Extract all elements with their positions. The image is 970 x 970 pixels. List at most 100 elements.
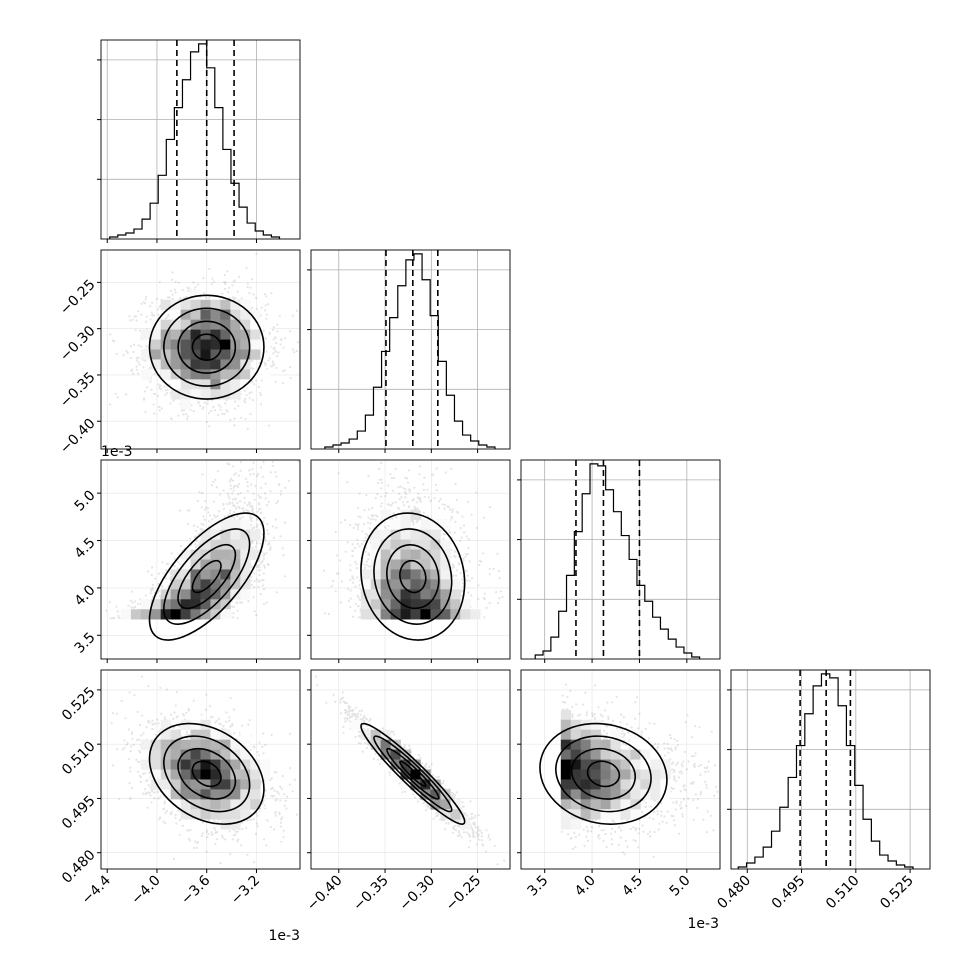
density-cell	[380, 509, 391, 520]
panel-frame	[310, 459, 511, 660]
density-cell	[440, 579, 451, 590]
density-cell	[190, 579, 201, 590]
density-cell	[230, 769, 241, 780]
density-cell	[220, 799, 231, 810]
density-cell	[190, 729, 201, 740]
density-cell	[170, 299, 181, 310]
density-cell	[210, 749, 221, 760]
offset-text-p2: 1e-3	[688, 916, 719, 932]
density-cell	[580, 779, 591, 790]
contour-level-3	[539, 722, 668, 825]
density-cell	[380, 589, 391, 600]
density-cell	[390, 539, 401, 550]
density-cell	[590, 739, 601, 750]
density-cell	[170, 339, 181, 350]
density-cell	[220, 599, 231, 610]
density-cell	[180, 389, 191, 400]
density-cell	[260, 369, 271, 380]
density-cell	[650, 749, 661, 760]
density-cell	[380, 759, 391, 770]
density-cell	[220, 339, 231, 350]
hist-panel-p3	[727, 669, 931, 873]
density-cell	[450, 599, 461, 610]
density-cell	[210, 299, 221, 310]
density-cell	[240, 769, 251, 780]
contour-level-0	[191, 559, 222, 594]
density-cell	[250, 319, 261, 330]
y-tick-label-p3: 0.495	[59, 793, 99, 833]
density-cell	[560, 759, 572, 770]
density-cell	[640, 759, 651, 770]
density-cell	[590, 759, 601, 770]
density-cell	[660, 779, 671, 790]
density-cell	[400, 579, 411, 590]
density-cell	[190, 769, 201, 780]
density-cell	[380, 559, 391, 570]
density-cell	[140, 609, 152, 620]
density-cell	[430, 549, 441, 560]
density-cell	[170, 319, 181, 330]
density-cell	[420, 529, 431, 540]
density-cell	[220, 369, 231, 380]
density-cell	[200, 319, 211, 330]
density-cell	[220, 359, 231, 370]
density-cell	[170, 739, 181, 750]
density-cell	[610, 799, 621, 810]
density-cell	[220, 809, 231, 820]
density-cell	[220, 529, 231, 540]
density-cell	[580, 759, 591, 770]
panel-frame	[730, 669, 931, 870]
density-cell	[210, 359, 221, 370]
contour-level-2	[163, 307, 251, 387]
density-cell	[420, 789, 431, 800]
density-cell	[210, 809, 221, 820]
density-cell	[440, 599, 451, 610]
density-cell	[430, 599, 441, 610]
density-cell	[200, 799, 211, 810]
density-cell	[190, 799, 201, 810]
density-cell	[570, 819, 581, 830]
density-cell	[650, 789, 661, 800]
density-cell	[190, 789, 201, 800]
density-cell	[160, 299, 171, 310]
density-cell	[420, 539, 431, 550]
density-cell	[160, 779, 171, 790]
density-cell	[190, 749, 201, 760]
density-cell	[170, 609, 181, 620]
density-cell	[190, 309, 201, 320]
panel-frame	[100, 249, 301, 450]
density-cell	[590, 809, 601, 820]
density-cell	[180, 719, 191, 730]
scatter-panel-p2-p3	[517, 669, 721, 873]
density-cell	[180, 789, 191, 800]
x-tick-label-p3: 0.495	[769, 873, 809, 913]
density-cell	[560, 769, 572, 780]
density-cell	[560, 719, 572, 730]
contour-level-3	[148, 722, 265, 825]
density-cell	[380, 749, 391, 760]
scatter-panel-p1-p2	[307, 459, 511, 663]
contour-level-3	[360, 722, 466, 825]
density-cell	[190, 709, 201, 721]
density-cell	[180, 329, 191, 340]
density-cell	[250, 349, 261, 360]
density-cell	[200, 789, 211, 800]
density-cell	[580, 799, 591, 810]
density-cell	[190, 559, 201, 570]
contour-level-2	[163, 528, 251, 625]
density-cell	[240, 519, 251, 530]
density-cell	[160, 609, 171, 620]
density-cell	[240, 299, 251, 310]
density-cell	[190, 319, 201, 330]
y-tick-label-p1: −0.40	[57, 416, 99, 458]
density-cell	[220, 309, 231, 320]
density-cell	[220, 379, 231, 390]
density-cell	[380, 549, 391, 560]
density-cell	[160, 789, 171, 800]
density-cell	[230, 529, 241, 540]
density-cell	[600, 809, 611, 820]
histogram-p2	[534, 463, 701, 659]
density-cell	[360, 569, 371, 580]
density-cell	[180, 559, 191, 570]
density-cell	[570, 759, 581, 770]
